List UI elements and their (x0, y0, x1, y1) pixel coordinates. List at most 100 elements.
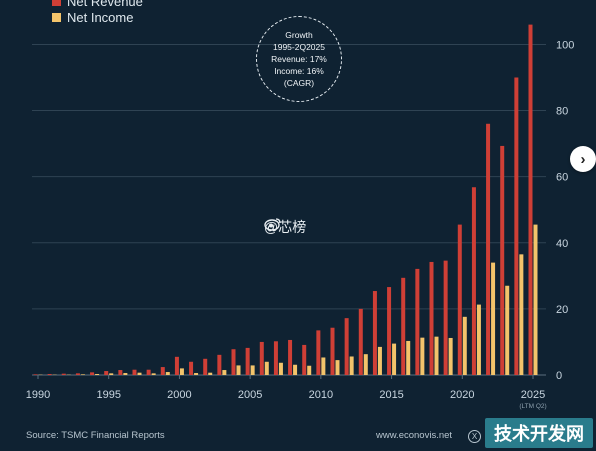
revenue-bar (203, 358, 208, 375)
revenue-bar (415, 268, 420, 375)
growth-period: 1995-2Q2025 (273, 42, 325, 52)
revenue-bar (231, 349, 236, 375)
x-tick-label: 2015 (379, 389, 403, 401)
revenue-bar (429, 261, 434, 375)
next-arrow-button[interactable]: › (570, 146, 596, 172)
revenue-bar (174, 356, 179, 375)
revenue-bar (358, 308, 363, 375)
legend-revenue: Net Revenue (52, 0, 143, 9)
revenue-bar (90, 372, 95, 375)
revenue-bar (118, 370, 123, 375)
growth-annotation: Growth 1995-2Q2025 Revenue: 17% Income: … (256, 16, 342, 102)
income-bar (335, 360, 340, 375)
revenue-bar (528, 24, 533, 375)
revenue-bar (288, 339, 293, 375)
source-note: Source: TSMC Financial Reports (26, 430, 165, 441)
income-bar (321, 357, 326, 375)
growth-revenue: Revenue: 17% (271, 54, 327, 64)
revenue-bar (302, 344, 307, 375)
income-bar (476, 304, 481, 375)
x-logo-icon: X (468, 430, 481, 443)
x-tick-label: 1995 (96, 389, 120, 401)
y-tick-label: 0 (556, 370, 562, 382)
revenue-bar (47, 374, 52, 375)
income-bar (278, 362, 283, 375)
income-bar (222, 370, 227, 375)
site-note: www.econovis.net (376, 430, 452, 441)
income-bar (293, 364, 298, 375)
income-bar (505, 285, 510, 375)
legend-income: Net Income (52, 10, 133, 25)
y-tick-label: 100 (556, 39, 574, 51)
legend-revenue-swatch (52, 0, 61, 6)
revenue-bar (146, 369, 151, 375)
income-bar (533, 224, 538, 375)
site-text: www.econovis.net (376, 430, 453, 441)
growth-title: Growth (285, 30, 313, 40)
income-bar (377, 346, 382, 375)
revenue-bar (160, 367, 165, 375)
weibo-watermark: @芯榜 (264, 217, 306, 237)
x-tick-label: 2025 (521, 389, 545, 401)
revenue-bar (387, 287, 392, 375)
income-bar (491, 262, 496, 375)
income-bar (392, 343, 397, 375)
revenue-bar (132, 369, 137, 375)
revenue-bar (500, 145, 505, 375)
income-bar (151, 373, 156, 375)
income-bar (519, 254, 524, 375)
income-bar (165, 372, 170, 375)
revenue-bar (75, 373, 80, 375)
revenue-bar (344, 318, 349, 375)
revenue-bar (273, 341, 278, 375)
x-tick-sublabel: (LTM Q2) (519, 403, 546, 410)
income-bar (80, 374, 85, 375)
income-bar (448, 337, 453, 375)
income-bar (236, 365, 241, 375)
x-tick-label: 1990 (26, 389, 50, 401)
income-bar (264, 361, 269, 375)
income-bar (406, 340, 411, 375)
revenue-bar (486, 123, 491, 376)
revenue-bar (372, 291, 377, 375)
income-bar (250, 365, 255, 375)
revenue-bar (330, 327, 335, 375)
watermark-text: @芯榜 (264, 219, 307, 235)
revenue-bar (457, 224, 462, 375)
income-bar (349, 356, 354, 375)
legend-revenue-label: Net Revenue (67, 0, 143, 9)
y-tick-label: 80 (556, 106, 568, 118)
revenue-bar (316, 330, 321, 375)
revenue-bar (104, 371, 109, 375)
legend-income-swatch (52, 13, 61, 22)
revenue-bar (217, 354, 222, 375)
y-tick-label: 60 (556, 172, 568, 184)
income-bar (434, 336, 439, 375)
revenue-bar (514, 77, 519, 375)
growth-cagr: (CAGR) (283, 78, 315, 88)
income-bar (179, 368, 184, 375)
income-bar (363, 354, 368, 375)
legend-income-label: Net Income (67, 10, 134, 25)
x-tick-label: 2020 (450, 389, 474, 401)
x-tick-label: 2005 (238, 389, 262, 401)
income-bar (137, 372, 142, 375)
revenue-bar (245, 347, 250, 375)
revenue-bar (189, 361, 194, 375)
income-bar (123, 373, 128, 375)
y-tick-label: 20 (556, 304, 568, 316)
income-bar (208, 372, 213, 375)
growth-income: Income: 16% (274, 66, 324, 76)
x-tick-label: 2000 (167, 389, 191, 401)
income-bar (95, 374, 100, 375)
weibo-icon (264, 218, 281, 231)
revenue-bar (401, 277, 406, 375)
revenue-bar (259, 341, 264, 375)
income-bar (307, 365, 312, 375)
revenue-bar (33, 374, 38, 375)
income-bar (109, 373, 114, 375)
income-bar (194, 373, 199, 375)
chevron-right-icon: › (580, 150, 586, 168)
y-tick-label: 40 (556, 238, 568, 250)
